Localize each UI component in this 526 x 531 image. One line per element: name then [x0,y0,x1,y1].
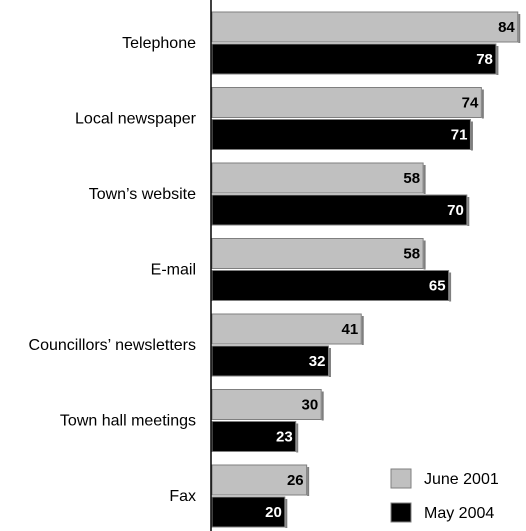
data-label: 23 [276,429,293,446]
data-label: 65 [429,278,446,295]
data-label: 84 [498,19,515,36]
legend-swatch [390,468,412,489]
bar-may-2004-1 [211,119,471,150]
bar-june-2001-0 [211,11,519,43]
data-label: 20 [265,504,282,521]
bar-may-2004-6 [211,496,286,528]
category-label: Fax [169,488,196,505]
data-label: 26 [287,472,304,489]
category-labels: Telephone Local newspaper Town’s website E-… [29,35,197,505]
data-label: 32 [309,353,326,370]
bar-june-2001-6 [211,464,308,496]
bar-june-2001-1 [211,87,482,118]
data-label: 58 [403,246,420,263]
bar-may-2004-0 [211,43,497,75]
bar-may-2004-3 [211,270,450,301]
data-label: 41 [342,321,359,338]
data-label: 58 [403,170,420,187]
data-label: 71 [451,127,468,144]
bar-june-2001-4 [211,313,362,345]
bar-june-2001-5 [211,389,322,420]
bar-may-2004-4 [211,345,329,377]
legend-swatch [390,502,412,523]
bar-may-2004-2 [211,194,468,226]
category-label: Town hall meetings [60,413,196,430]
bar-june-2001-3 [211,238,424,269]
category-label: Local newspaper [75,111,197,128]
category-label: Councillors’ newsletters [29,337,196,354]
legend-label: May 2004 [424,505,494,522]
data-label: 70 [447,202,464,219]
bar-may-2004-5 [211,421,297,452]
data-label: 74 [462,95,479,112]
category-label: E-mail [151,262,196,279]
data-label: 78 [476,51,493,68]
legend: June 2001 May 2004 [390,468,499,523]
category-label: Town’s website [89,186,196,203]
bar-june-2001-2 [211,162,424,194]
bars-layer: 84 78 74 71 58 70 58 65 41 32 30 23 26 20 [211,11,521,528]
data-label: 30 [302,397,319,414]
category-label: Telephone [122,35,196,52]
legend-label: June 2001 [424,471,499,488]
